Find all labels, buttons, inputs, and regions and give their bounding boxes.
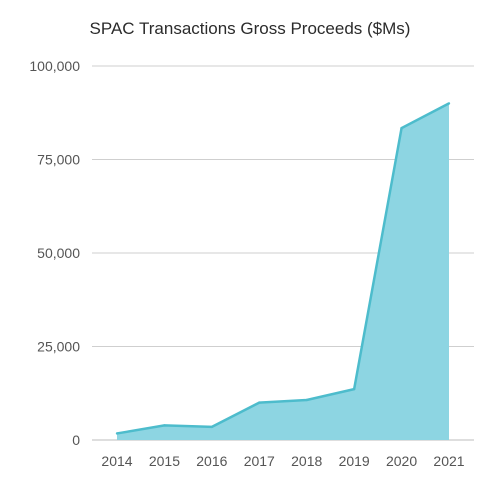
- area-fill: [117, 103, 449, 441]
- x-axis-ticks: 2014 2015 2016 2017 2018 2019 2020 2021: [101, 453, 464, 469]
- x-tick-label: 2015: [149, 453, 180, 469]
- x-tick-label: 2019: [339, 453, 370, 469]
- y-tick-label: 25,000: [37, 339, 80, 355]
- data-point-2014: [115, 432, 119, 435]
- y-tick-label: 100,000: [29, 58, 80, 74]
- y-tick-label: 50,000: [37, 245, 80, 261]
- x-tick-label: 2016: [196, 453, 227, 469]
- x-tick-label: 2018: [291, 453, 322, 469]
- series-line: [116, 102, 450, 435]
- data-point-2017: [258, 401, 261, 404]
- x-tick-label: 2020: [386, 453, 417, 469]
- data-point-2016: [210, 425, 214, 429]
- y-tick-label: 75,000: [37, 152, 80, 168]
- chart-title: SPAC Transactions Gross Proceeds ($Ms): [90, 19, 411, 38]
- data-point-2018: [305, 398, 308, 402]
- data-point-2021: [447, 102, 451, 105]
- x-tick-label: 2017: [244, 453, 275, 469]
- y-axis-ticks: 0 25,000 50,000 75,000 100,000: [29, 58, 80, 448]
- data-point-2015: [163, 424, 166, 427]
- y-tick-label: 0: [72, 432, 80, 448]
- area-series: [115, 102, 451, 441]
- data-point-2020: [400, 126, 403, 130]
- x-tick-label: 2014: [101, 453, 132, 469]
- data-point-2019: [352, 387, 356, 391]
- x-tick-label: 2021: [433, 453, 464, 469]
